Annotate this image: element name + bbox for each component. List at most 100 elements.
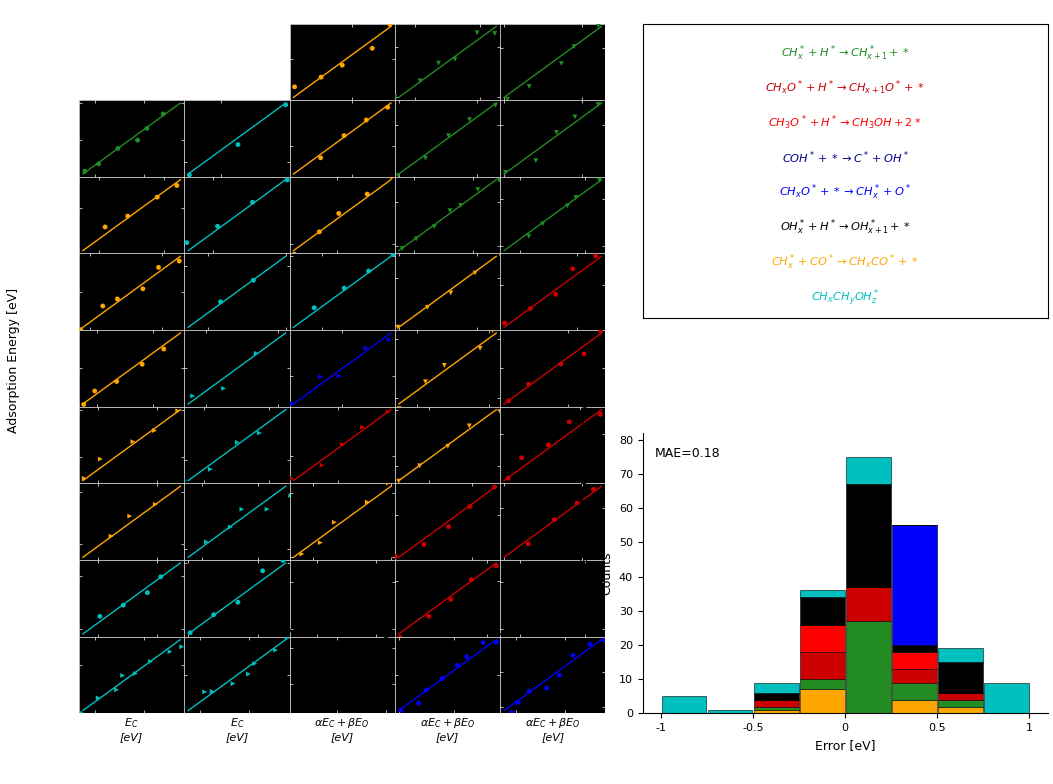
Point bbox=[388, 550, 404, 563]
Bar bbox=[984, 683, 1029, 713]
Point bbox=[417, 376, 434, 388]
Point bbox=[91, 158, 107, 170]
Point bbox=[331, 207, 347, 220]
Point bbox=[590, 98, 607, 111]
Point bbox=[520, 230, 537, 242]
Point bbox=[492, 405, 509, 418]
Point bbox=[283, 472, 300, 485]
Point bbox=[108, 684, 125, 696]
Point bbox=[521, 80, 538, 93]
Point bbox=[386, 91, 403, 103]
Bar bbox=[938, 648, 982, 662]
Point bbox=[97, 220, 114, 233]
Text: $CH_xO^* + H^* \rightarrow CH_{x+1}O^* + *$: $CH_xO^* + H^* \rightarrow CH_{x+1}O^* +… bbox=[766, 78, 926, 97]
Point bbox=[491, 174, 508, 187]
Point bbox=[534, 217, 551, 230]
Point bbox=[313, 371, 330, 383]
X-axis label: $E_C$
[eV]: $E_C$ [eV] bbox=[120, 717, 143, 742]
Point bbox=[139, 586, 156, 599]
Point bbox=[408, 233, 424, 245]
Point bbox=[358, 114, 375, 126]
X-axis label: $\alpha E_C + \beta E_O$
[eV]: $\alpha E_C + \beta E_O$ [eV] bbox=[420, 717, 475, 742]
Point bbox=[463, 573, 480, 586]
Bar bbox=[708, 710, 753, 713]
Point bbox=[393, 704, 410, 717]
Point bbox=[336, 129, 353, 142]
Point bbox=[204, 685, 221, 698]
Bar bbox=[662, 696, 707, 713]
Point bbox=[114, 670, 131, 682]
Point bbox=[367, 640, 384, 652]
Point bbox=[416, 538, 433, 550]
Point bbox=[381, 18, 398, 31]
Point bbox=[155, 107, 172, 120]
Point bbox=[390, 169, 406, 182]
Text: $CH_x^* + CO^* \rightarrow CH_xCO^* + *$: $CH_x^* + CO^* \rightarrow CH_xCO^* + *$ bbox=[772, 252, 919, 272]
Text: $OH_x^* + H^* \rightarrow OH_{x+1}^* + *$: $OH_x^* + H^* \rightarrow OH_{x+1}^* + *… bbox=[779, 218, 911, 238]
Point bbox=[446, 53, 463, 66]
Point bbox=[115, 599, 132, 612]
Point bbox=[354, 421, 371, 434]
Point bbox=[522, 302, 539, 314]
Point bbox=[434, 672, 451, 684]
Point bbox=[567, 111, 583, 123]
Point bbox=[312, 536, 329, 549]
Bar bbox=[754, 700, 798, 706]
Point bbox=[558, 589, 575, 601]
Point bbox=[440, 129, 457, 142]
Point bbox=[182, 626, 199, 639]
Point bbox=[511, 616, 528, 629]
Point bbox=[153, 571, 170, 583]
Point bbox=[510, 696, 526, 709]
Text: $CH_x^* + H^* \rightarrow CH_{x+1}^* + *$: $CH_x^* + H^* \rightarrow CH_{x+1}^* + *… bbox=[780, 43, 910, 63]
Point bbox=[267, 644, 284, 656]
Point bbox=[119, 210, 136, 223]
Point bbox=[412, 459, 429, 472]
Point bbox=[274, 314, 291, 327]
Point bbox=[535, 600, 552, 612]
Point bbox=[75, 398, 92, 411]
Point bbox=[146, 498, 163, 510]
Point bbox=[540, 438, 557, 451]
Y-axis label: Counts: Counts bbox=[600, 551, 613, 595]
Point bbox=[545, 514, 562, 526]
Point bbox=[215, 382, 232, 394]
Point bbox=[384, 248, 401, 260]
Point bbox=[135, 282, 152, 295]
Point bbox=[472, 342, 489, 354]
Bar bbox=[892, 683, 936, 700]
Point bbox=[378, 559, 395, 572]
Point bbox=[230, 138, 246, 151]
Bar bbox=[754, 683, 798, 693]
Point bbox=[336, 282, 353, 295]
Point bbox=[461, 500, 478, 513]
Point bbox=[178, 565, 195, 578]
Point bbox=[430, 57, 446, 70]
Point bbox=[521, 685, 538, 698]
Point bbox=[497, 166, 514, 179]
X-axis label: $\alpha E_C + \beta E_O$
[eV]: $\alpha E_C + \beta E_O$ [eV] bbox=[525, 717, 580, 742]
Point bbox=[175, 701, 192, 713]
Point bbox=[284, 397, 301, 410]
Point bbox=[224, 677, 241, 690]
Point bbox=[254, 564, 271, 577]
Bar bbox=[892, 645, 936, 652]
Point bbox=[202, 463, 219, 476]
Point bbox=[561, 416, 578, 428]
Bar bbox=[938, 662, 982, 693]
Point bbox=[174, 641, 191, 653]
Point bbox=[311, 226, 327, 238]
Point bbox=[564, 263, 581, 275]
Bar bbox=[846, 587, 891, 621]
Text: $CH_xO^* + * \rightarrow CH_x^* + O^*$: $CH_xO^* + * \rightarrow CH_x^* + O^*$ bbox=[779, 183, 912, 202]
Point bbox=[488, 636, 504, 648]
Point bbox=[520, 378, 537, 390]
Point bbox=[553, 57, 570, 70]
Point bbox=[130, 134, 146, 147]
Point bbox=[592, 408, 609, 421]
Point bbox=[499, 93, 516, 106]
Point bbox=[286, 81, 303, 93]
Point bbox=[124, 435, 141, 448]
Point bbox=[314, 459, 331, 471]
Point bbox=[76, 556, 93, 568]
